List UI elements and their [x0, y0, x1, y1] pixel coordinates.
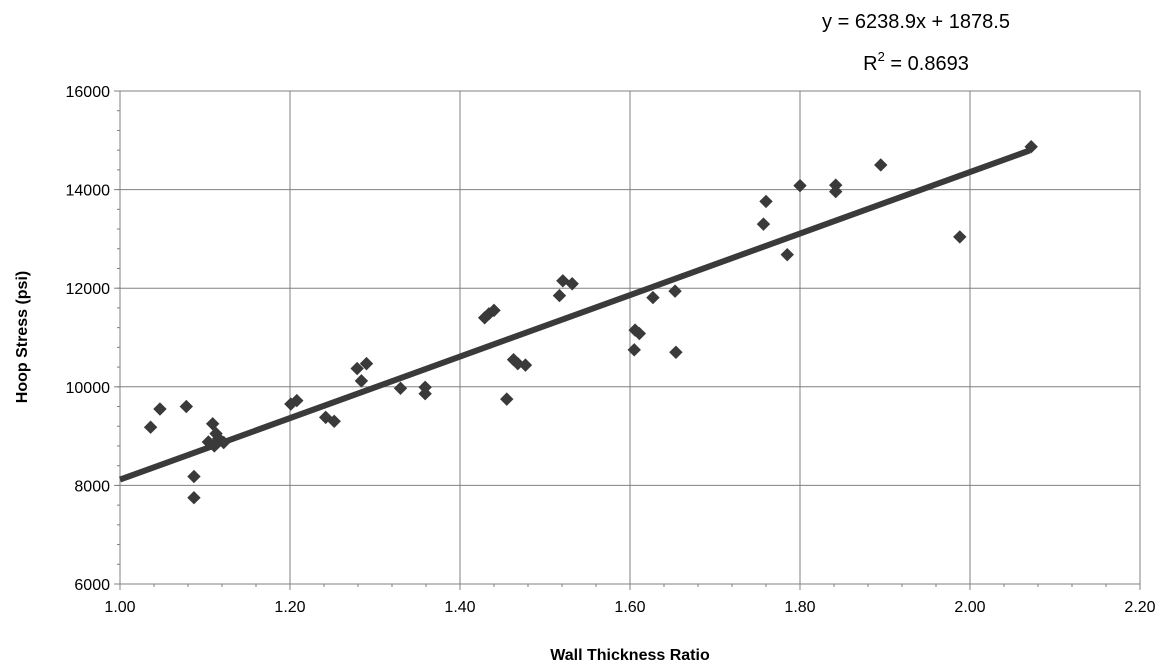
r-squared-value: = 0.8693	[885, 53, 969, 75]
gridlines	[120, 91, 1140, 584]
data-point	[874, 158, 888, 172]
y-tick-label: 16000	[66, 84, 111, 101]
x-tick-label: 2.00	[954, 599, 985, 616]
data-point	[359, 356, 374, 371]
data-point	[632, 326, 647, 341]
data-point	[205, 417, 220, 431]
data-point	[354, 374, 369, 388]
data-point	[393, 381, 408, 395]
data-point	[179, 399, 194, 414]
y-tick-label: 12000	[66, 281, 111, 298]
x-tick-label: 1.80	[784, 599, 815, 616]
data-point	[646, 290, 660, 305]
y-tick-label: 14000	[66, 183, 111, 200]
data-point	[187, 491, 201, 505]
x-tick-label: 1.00	[104, 599, 135, 616]
data-point	[418, 386, 432, 401]
tick-labels: 1.00 1.20 1.40 1.60 1.80 2.00 2.20 6000 8000 1000…	[66, 84, 1156, 616]
data-point	[350, 361, 364, 376]
r-squared-label: R2 = 0.8693	[863, 49, 969, 75]
data-point	[953, 230, 967, 244]
x-tick-label: 1.60	[614, 599, 645, 616]
data-point	[552, 288, 567, 303]
data-point	[627, 343, 641, 357]
data-point	[518, 358, 533, 372]
y-axis-title: Hoop Stress (psi)	[14, 271, 31, 403]
data-point	[487, 303, 501, 318]
y-tick-label: 6000	[74, 577, 110, 594]
data-point	[780, 247, 794, 262]
data-point	[669, 345, 683, 359]
data-point	[187, 469, 201, 484]
data-point	[828, 184, 843, 199]
r-squared-symbol: R	[863, 53, 877, 75]
data-point	[143, 420, 158, 434]
x-tick-label: 1.40	[444, 599, 475, 616]
regression-equation: y = 6238.9x + 1878.5	[822, 11, 1010, 33]
data-point	[668, 284, 682, 298]
x-axis-title: Wall Thickness Ratio	[550, 647, 710, 664]
data-point	[500, 392, 514, 406]
trendline-group	[118, 147, 1031, 483]
data-point	[793, 178, 807, 193]
x-tick-label: 1.20	[274, 599, 305, 616]
trendline	[118, 147, 1031, 483]
y-tick-label: 8000	[74, 478, 110, 495]
y-tick-label: 10000	[66, 380, 111, 397]
data-point	[565, 277, 579, 291]
data-point	[756, 217, 771, 231]
x-tick-label: 2.20	[1124, 599, 1155, 616]
data-point	[327, 414, 341, 429]
data-point	[759, 194, 773, 209]
tick-marks	[114, 90, 1141, 590]
r-squared-superscript: 2	[878, 49, 885, 64]
data-point	[290, 393, 304, 408]
data-point	[153, 402, 167, 416]
